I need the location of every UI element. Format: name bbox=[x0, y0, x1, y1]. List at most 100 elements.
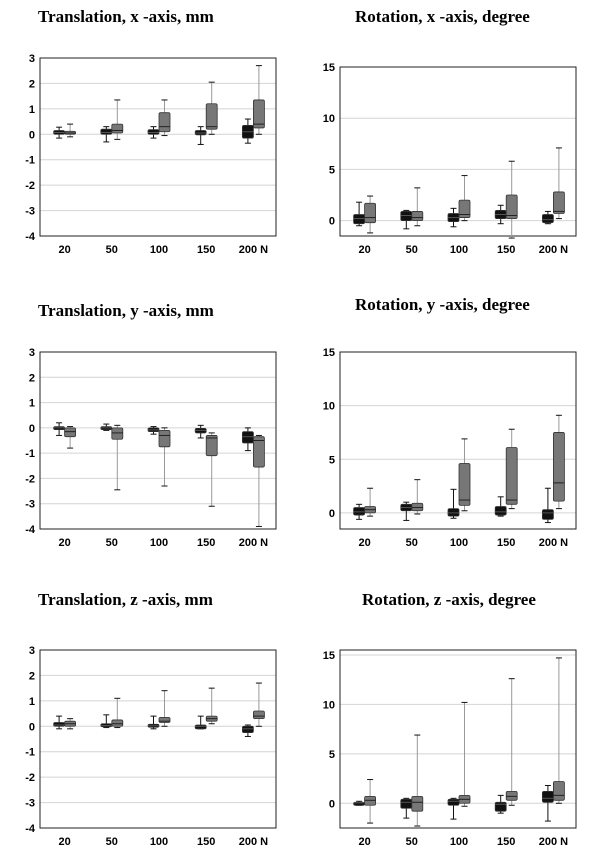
x-tick-label: 200 N bbox=[539, 836, 568, 848]
x-tick-label: 100 bbox=[150, 244, 168, 256]
y-tick-label: -4 bbox=[25, 524, 36, 536]
box-iqr bbox=[111, 123, 124, 134]
box-iqr bbox=[64, 427, 76, 438]
x-tick-label: 100 bbox=[450, 836, 468, 848]
chart-plot: -4 -3 -2 -1 0 1 2 3 20 50 100 150 200 N bbox=[25, 645, 277, 848]
box-iqr bbox=[552, 432, 565, 502]
box-iqr bbox=[205, 103, 218, 130]
x-tick-label: 150 bbox=[197, 836, 215, 848]
x-tick-label: 50 bbox=[106, 836, 118, 848]
box-iqr bbox=[194, 724, 207, 730]
x-tick-label: 20 bbox=[358, 537, 370, 549]
x-tick-label: 50 bbox=[106, 537, 118, 549]
x-tick-label: 100 bbox=[450, 537, 468, 549]
panel-rotation-z: Rotation, z -axis, degree 0 5 10 15 20 50 100 1… bbox=[300, 570, 600, 855]
x-tick-label: 200 N bbox=[539, 244, 568, 256]
panel-rotation-y: Rotation, y -axis, degree 0 5 10 15 20 50 100 1… bbox=[300, 285, 600, 570]
box-iqr bbox=[111, 719, 124, 727]
chart-title: Rotation, x -axis, degree bbox=[355, 7, 530, 26]
y-tick-label: -3 bbox=[25, 206, 35, 218]
chart-title: Rotation, z -axis, degree bbox=[362, 590, 536, 609]
plot-frame bbox=[39, 351, 277, 530]
chart-title: Translation, y -axis, mm bbox=[38, 301, 214, 320]
y-tick-label: -1 bbox=[25, 155, 35, 167]
y-tick-label: 0 bbox=[329, 508, 335, 520]
y-tick-label: 0 bbox=[329, 798, 335, 810]
chart-plot: 0 5 10 15 20 50 100 150 200 N bbox=[323, 62, 577, 256]
x-tick-label: 20 bbox=[58, 836, 70, 848]
x-tick-label: 20 bbox=[58, 244, 70, 256]
box-iqr bbox=[252, 99, 265, 129]
x-tick-label: 20 bbox=[58, 537, 70, 549]
plot-frame bbox=[339, 351, 577, 530]
y-tick-label: 15 bbox=[323, 650, 335, 662]
y-tick-label: 5 bbox=[329, 749, 335, 761]
plot-frame bbox=[39, 57, 277, 237]
x-tick-label: 150 bbox=[197, 537, 215, 549]
y-tick-label: -3 bbox=[25, 798, 35, 810]
y-tick-label: 3 bbox=[29, 347, 35, 359]
y-tick-label: 3 bbox=[29, 645, 35, 657]
plot-frame bbox=[339, 649, 577, 829]
chart-title: Translation, z -axis, mm bbox=[38, 590, 213, 609]
box-iqr bbox=[158, 716, 171, 723]
y-tick-label: 3 bbox=[29, 53, 35, 65]
y-tick-label: -2 bbox=[25, 180, 35, 192]
box-iqr bbox=[447, 798, 460, 806]
box-iqr bbox=[411, 795, 424, 812]
y-tick-label: 1 bbox=[29, 696, 35, 708]
box-iqr bbox=[364, 202, 376, 224]
y-tick-label: 0 bbox=[29, 423, 35, 435]
plot-frame bbox=[339, 66, 577, 237]
y-tick-label: 15 bbox=[323, 347, 335, 359]
chart-title: Rotation, y -axis, degree bbox=[355, 295, 530, 314]
x-tick-label: 50 bbox=[406, 537, 418, 549]
y-tick-label: 2 bbox=[29, 372, 35, 384]
plot-frame bbox=[39, 649, 277, 829]
y-tick-label: 10 bbox=[323, 699, 335, 711]
box-iqr bbox=[541, 791, 554, 803]
panel-translation-y: Translation, y -axis, mm -4 -3 -2 -1 0 1 2 3 20 5… bbox=[0, 285, 300, 570]
panel-translation-z: Translation, z -axis, mm -4 -3 -2 -1 0 1 2 3 20 5… bbox=[0, 570, 300, 855]
box-iqr bbox=[411, 211, 424, 222]
box-iqr bbox=[400, 211, 413, 222]
x-tick-label: 20 bbox=[358, 836, 370, 848]
box-iqr bbox=[111, 427, 124, 440]
y-tick-label: 2 bbox=[29, 670, 35, 682]
y-tick-label: 5 bbox=[329, 164, 335, 176]
box-iqr bbox=[458, 199, 471, 218]
x-tick-label: 50 bbox=[406, 836, 418, 848]
box-iqr bbox=[147, 129, 160, 135]
box-iqr bbox=[158, 429, 171, 448]
y-tick-label: -2 bbox=[25, 772, 35, 784]
x-tick-label: 200 N bbox=[239, 537, 268, 549]
box-iqr bbox=[541, 509, 554, 520]
y-tick-label: 0 bbox=[29, 721, 35, 733]
box-iqr bbox=[411, 502, 424, 512]
box-iqr bbox=[494, 801, 507, 812]
x-tick-label: 50 bbox=[406, 244, 418, 256]
box-iqr bbox=[494, 506, 507, 516]
y-tick-label: 10 bbox=[323, 401, 335, 413]
box-iqr bbox=[353, 507, 365, 516]
box-iqr bbox=[241, 431, 254, 444]
y-tick-label: 0 bbox=[329, 216, 335, 228]
x-tick-label: 50 bbox=[106, 244, 118, 256]
x-tick-label: 150 bbox=[497, 836, 515, 848]
x-tick-label: 20 bbox=[358, 244, 370, 256]
box-iqr bbox=[552, 191, 565, 214]
box-iqr bbox=[252, 710, 265, 720]
y-tick-label: -4 bbox=[25, 823, 36, 835]
box-iqr bbox=[158, 112, 171, 133]
y-tick-label: 15 bbox=[323, 62, 335, 74]
x-tick-label: 200 N bbox=[239, 244, 268, 256]
box-iqr bbox=[505, 194, 518, 219]
y-tick-label: 5 bbox=[329, 454, 335, 466]
x-tick-label: 150 bbox=[497, 537, 515, 549]
x-tick-label: 200 N bbox=[239, 836, 268, 848]
box-iqr bbox=[241, 725, 254, 734]
panel-rotation-x: Rotation, x -axis, degree 0 5 10 15 20 50 100 1… bbox=[300, 0, 600, 285]
y-tick-label: 0 bbox=[29, 129, 35, 141]
y-tick-label: -4 bbox=[25, 231, 36, 243]
x-tick-label: 150 bbox=[197, 244, 215, 256]
